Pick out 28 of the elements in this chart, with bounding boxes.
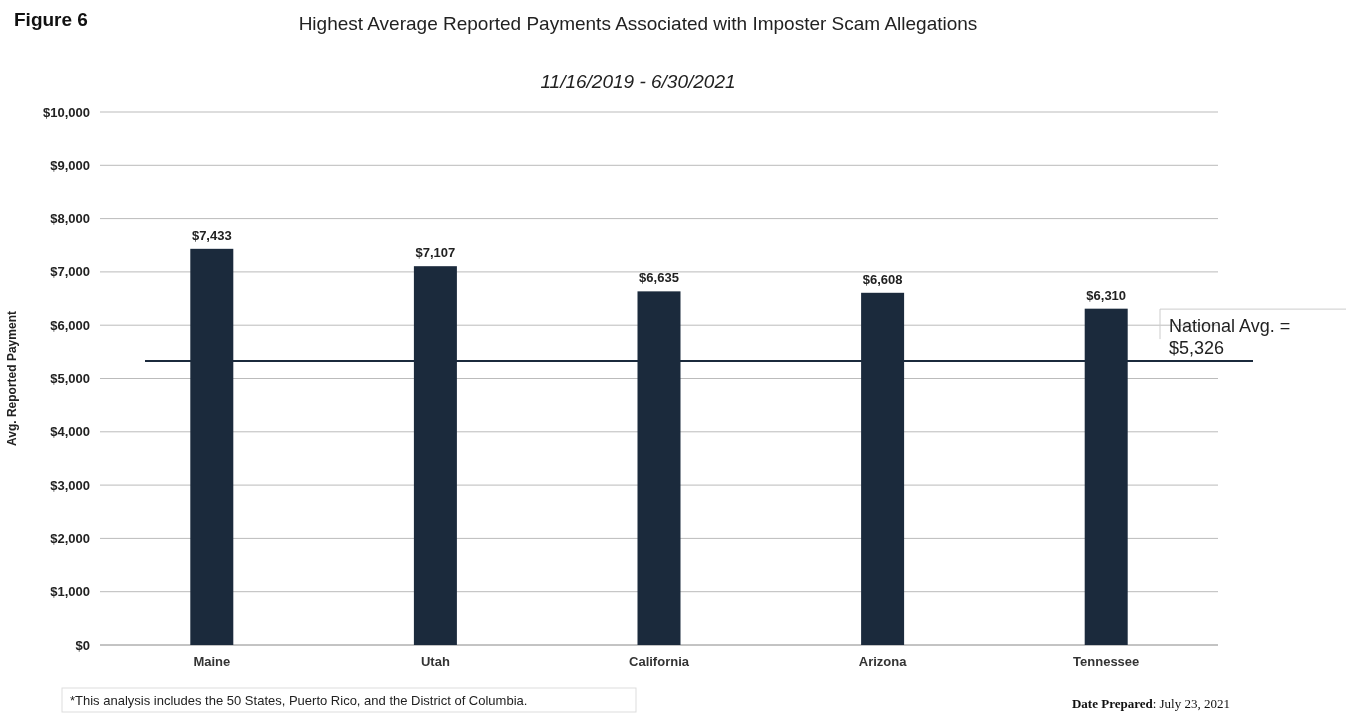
y-tick-label: $4,000: [50, 424, 90, 440]
x-tick-label: Utah: [420, 654, 450, 669]
text: Date Prepared: July 23, 2021: [1071, 696, 1230, 711]
y-tick-label: $7,000: [50, 264, 90, 280]
y-tick-label: $0: [75, 637, 90, 653]
text: *This analysis includes the 50 States, Puerto Rico, and the District of Columbia.: [70, 693, 528, 708]
y-tick-label: $6,000: [50, 317, 90, 333]
y-tick-label: $8,000: [50, 211, 90, 227]
data-label: $6,608: [862, 271, 903, 287]
x-tick-label: Tennessee: [1073, 654, 1140, 669]
x-tick-label: Arizona: [858, 654, 908, 669]
y-tick-label: $2,000: [50, 530, 90, 546]
data-label: $7,433: [191, 227, 232, 243]
y-tick-label: $10,000: [43, 104, 90, 120]
chart-title: Highest Average Reported Payments Associated with Imposter Scam Allegations: [298, 13, 978, 34]
y-tick-label: $5,000: [50, 371, 90, 386]
y-tick-label: $1,000: [50, 584, 90, 600]
ref-line-label: National Avg. = $5,326: [1169, 316, 1291, 359]
data-label: $6,635: [639, 270, 679, 286]
y-tick-label: $3,000: [50, 477, 90, 493]
y-axis-title: Avg. Reported Payment: [5, 311, 19, 446]
x-tick-label: Maine: [193, 654, 231, 669]
y-tick-label: $9,000: [50, 157, 90, 173]
x-tick-label: California: [629, 654, 690, 669]
caption: Figure 6: [14, 9, 88, 30]
chart-subtitle: 11/16/2019 - 6/30/2021: [540, 71, 736, 92]
data-label: $6,310: [1086, 287, 1127, 303]
data-label: $7,107: [415, 245, 456, 261]
